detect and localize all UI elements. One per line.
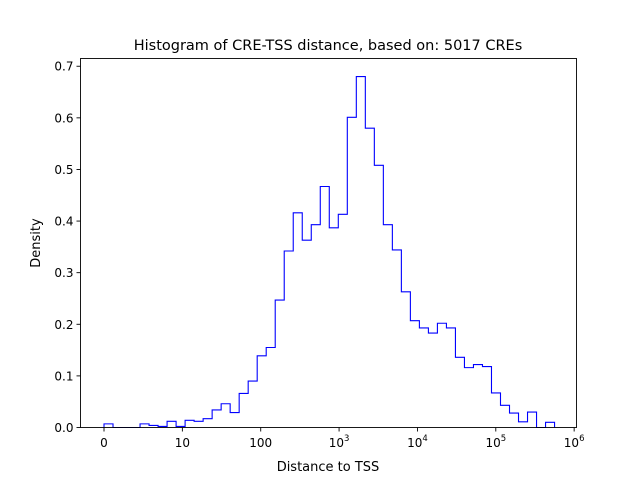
y-tick-label: 0.5 [54, 163, 73, 177]
x-tick-exponent: 6 [579, 434, 584, 444]
y-tick-label: 0.6 [54, 111, 73, 125]
x-tick-base: 10 [564, 436, 579, 450]
x-tick-label: 10 [175, 436, 190, 450]
x-tick-label: 0 [100, 436, 108, 450]
y-tick-label: 0.2 [54, 318, 73, 332]
x-tick-label: 106 [564, 434, 585, 450]
y-axis-label: Density [29, 218, 44, 268]
x-tick-exponent: 3 [344, 434, 349, 444]
y-tick-label: 0.4 [54, 215, 73, 229]
plot-frame [80, 58, 577, 428]
x-tick-exponent: 4 [422, 434, 427, 444]
x-tick-label: 105 [485, 434, 506, 450]
x-tick-base: 10 [407, 436, 422, 450]
histogram-step-line [103, 76, 556, 429]
y-tick-label: 0.3 [54, 266, 73, 280]
x-tick-label: 103 [329, 434, 350, 450]
x-axis-ticks: 0 10 100 103 104 105 106 [100, 427, 585, 450]
x-axis-label: Distance to TSS [277, 460, 380, 475]
y-tick-label: 0.0 [54, 421, 73, 435]
x-tick-label: 100 [249, 436, 272, 450]
y-axis-ticks: 0.0 0.1 0.2 0.3 0.4 0.5 0.6 0.7 [54, 60, 81, 435]
x-tick-base: 10 [485, 436, 500, 450]
x-tick-base: 10 [175, 436, 190, 450]
y-tick-label: 0.7 [54, 60, 73, 74]
chart-title: Histogram of CRE-TSS distance, based on:… [134, 38, 523, 54]
x-tick-exponent: 5 [501, 434, 506, 444]
y-tick-label: 0.1 [54, 369, 73, 383]
x-tick-base: 10 [329, 436, 344, 450]
x-tick-base: 0 [100, 436, 108, 450]
x-tick-label: 104 [407, 434, 428, 450]
x-tick-base: 100 [249, 436, 272, 450]
